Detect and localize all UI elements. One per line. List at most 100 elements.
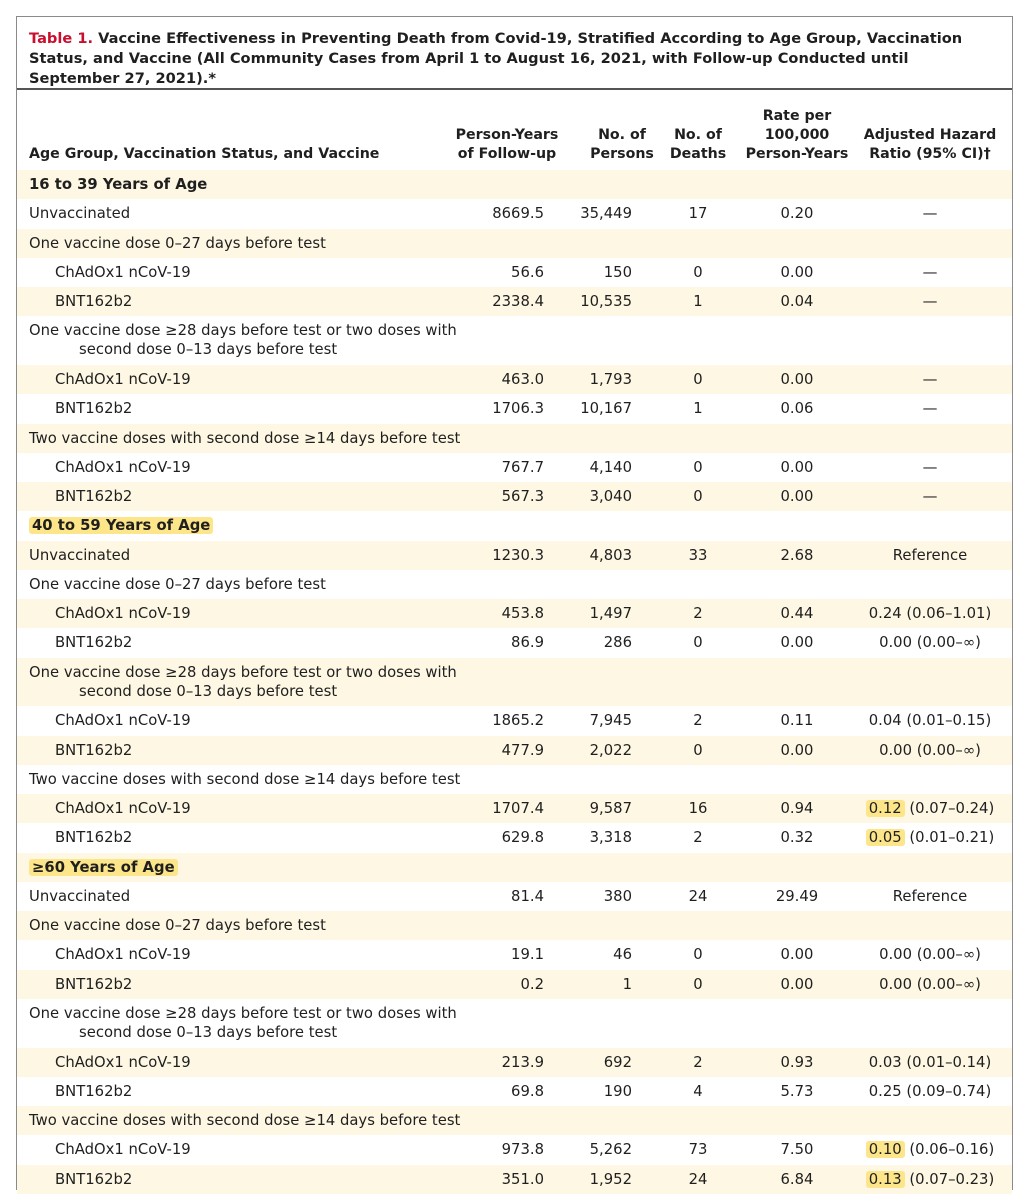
hazard-ratio-value: 0.10 (0.06–0.16): [855, 1140, 1005, 1159]
persons-value: 4,803: [589, 546, 632, 564]
persons-value: 380: [603, 887, 632, 905]
vaccine-row: ChAdOx1 nCoV-19 1865.2 7,945 2 0.11 0.04 (0.0…: [17, 706, 1012, 735]
highlighted-hazard-ratio: 0.12: [865, 800, 905, 817]
row-label: Unvaccinated: [29, 205, 131, 223]
deaths-value: 16: [688, 800, 708, 817]
deaths-value: 0: [693, 946, 703, 964]
hazard-ratio-value: 0.24 (0.06–1.01): [868, 605, 992, 622]
vaccine-status-title: Two vaccine doses with second dose ≥14 d…: [29, 770, 460, 789]
vaccine-status-title: One vaccine dose 0–27 days before test: [29, 916, 326, 935]
deaths-value: 0: [693, 741, 703, 759]
vaccine-row: ChAdOx1 nCoV-19 213.9 692 2 0.93 0.03 (0.01–0…: [17, 1047, 1012, 1077]
rate-value: 6.84: [780, 1170, 814, 1188]
table-header: Age Group, Vaccination Status, and Vacci…: [17, 90, 1012, 170]
row-label: BNT162b2: [55, 741, 133, 759]
age-group-title-text: ≥60 Years of Age: [29, 858, 178, 876]
person-years-value: 213.9: [501, 1053, 544, 1071]
rate-value: 0.11: [780, 712, 814, 730]
deaths-value: 2: [693, 1053, 703, 1071]
person-years-value: 973.8: [501, 1141, 544, 1159]
row-label: ChAdOx1 nCoV-19: [55, 605, 191, 622]
row-label: ChAdOx1 nCoV-19: [55, 1141, 191, 1159]
person-years-value: 86.9: [511, 634, 544, 652]
highlighted-hazard-ratio: 0.10: [865, 1141, 905, 1159]
deaths-value: 17: [688, 205, 708, 223]
person-years-value: 1707.4: [492, 800, 544, 817]
person-years-value: 2338.4: [492, 293, 544, 310]
rate-value: 0.93: [780, 1053, 814, 1071]
vaccine-row: BNT162b2 351.0 1,952 24 6.84 0.13 (0.07–0.23): [17, 1164, 1012, 1194]
hazard-ratio-value: 0.00 (0.00–∞): [879, 634, 981, 652]
deaths-value: 1: [693, 293, 703, 310]
age-group-title: ≥60 Years of Age: [29, 858, 178, 877]
person-years-value: 8669.5: [492, 205, 544, 223]
col-header-person-years: Person-Years of Follow-up: [455, 127, 559, 162]
hazard-ratio-value: —: [922, 371, 938, 388]
rate-value: 0.00: [780, 634, 814, 652]
person-years-value: 629.8: [501, 829, 544, 847]
hazard-ratio-value: 0.00 (0.00–∞): [879, 946, 981, 964]
deaths-value: 0: [693, 634, 703, 652]
deaths-value: 4: [693, 1082, 703, 1100]
hazard-ratio-value: —: [922, 488, 938, 505]
vaccine-row: BNT162b2 86.9 286 0 0.00 0.00 (0.00–∞): [17, 628, 1012, 657]
person-years-value: 1706.3: [492, 400, 544, 418]
age-group-title: 40 to 59 Years of Age: [29, 516, 214, 535]
hazard-ratio-value: —: [922, 293, 938, 310]
col-header-persons: No. of Persons: [590, 127, 654, 162]
vaccine-row: BNT162b2 2338.4 10,535 1 0.04 —: [17, 287, 1012, 317]
rate-value: 0.06: [780, 400, 814, 418]
deaths-value: 0: [693, 458, 703, 476]
hazard-ratio-value: 0.25 (0.09–0.74): [868, 1082, 992, 1100]
unvaccinated-row: Unvaccinated 1230.3 4,803 33 2.68 Reference: [17, 540, 1012, 570]
persons-value: 46: [613, 946, 632, 964]
persons-value: 35,449: [580, 205, 632, 223]
persons-value: 1: [622, 975, 632, 993]
vaccine-status-row: Two vaccine doses with second dose ≥14 d…: [17, 423, 1012, 453]
persons-value: 150: [603, 263, 632, 281]
hazard-ratio-value: Reference: [892, 887, 968, 905]
vaccine-status-line1: Two vaccine doses with second dose ≥14 d…: [29, 429, 461, 447]
persons-value: 1,793: [589, 371, 632, 388]
vaccine-row: BNT162b2 567.3 3,040 0 0.00 —: [17, 482, 1012, 512]
person-years-value: 477.9: [501, 741, 544, 759]
deaths-value: 0: [693, 263, 703, 281]
hazard-ratio-value: 0.00 (0.00–∞): [879, 975, 981, 993]
unvaccinated-row: Unvaccinated 8669.5 35,449 17 0.20 —: [17, 199, 1012, 228]
row-label: BNT162b2: [55, 488, 133, 505]
top-rule: [17, 88, 1012, 90]
rate-value: 0.32: [780, 829, 814, 847]
hazard-ratio-ci: (0.07–0.23): [904, 1170, 995, 1188]
persons-value: 1,497: [589, 605, 632, 622]
hazard-ratio-ci: (0.06–0.16): [904, 1141, 995, 1159]
person-years-value: 567.3: [501, 488, 544, 505]
vaccine-status-row: One vaccine dose ≥28 days before test or…: [17, 999, 1012, 1048]
vaccine-row: ChAdOx1 nCoV-19 1707.4 9,587 16 0.94 0.12 (0.…: [17, 794, 1012, 824]
persons-value: 9,587: [589, 800, 632, 817]
person-years-value: 1230.3: [492, 546, 544, 564]
vaccine-status-row: One vaccine dose 0–27 days before test: [17, 570, 1012, 599]
rate-value: 0.94: [780, 800, 814, 817]
deaths-value: 24: [688, 1170, 708, 1188]
deaths-value: 33: [688, 546, 708, 564]
highlighted-hazard-ratio: 0.05: [865, 829, 905, 847]
age-group-row: 16 to 39 Years of Age: [17, 170, 1012, 200]
rate-value: 7.50: [780, 1141, 814, 1159]
rate-value: 0.00: [780, 975, 814, 993]
table-frame: Table 1. Vaccine Effectiveness in Preven…: [16, 16, 1013, 1194]
row-label: Unvaccinated: [29, 887, 131, 905]
age-group-row: 40 to 59 Years of Age: [17, 511, 1012, 540]
hazard-ratio-value: 0.04 (0.01–0.15): [868, 712, 992, 730]
table-caption: Table 1. Vaccine Effectiveness in Preven…: [29, 29, 999, 89]
rate-value: 0.44: [780, 605, 814, 622]
hazard-ratio-value: 0.00 (0.00–∞): [879, 741, 981, 759]
vaccine-status-title: One vaccine dose ≥28 days before test or…: [29, 1004, 457, 1042]
persons-value: 5,262: [589, 1141, 632, 1159]
rate-value: 0.00: [780, 371, 814, 388]
deaths-value: 24: [688, 887, 708, 905]
vaccine-status-title: One vaccine dose 0–27 days before test: [29, 575, 326, 594]
highlighted-hazard-ratio: 0.13: [865, 1170, 905, 1188]
person-years-value: 81.4: [511, 887, 544, 905]
hazard-ratio-ci: (0.07–0.24): [904, 800, 995, 817]
hazard-ratio-value: —: [922, 400, 938, 418]
